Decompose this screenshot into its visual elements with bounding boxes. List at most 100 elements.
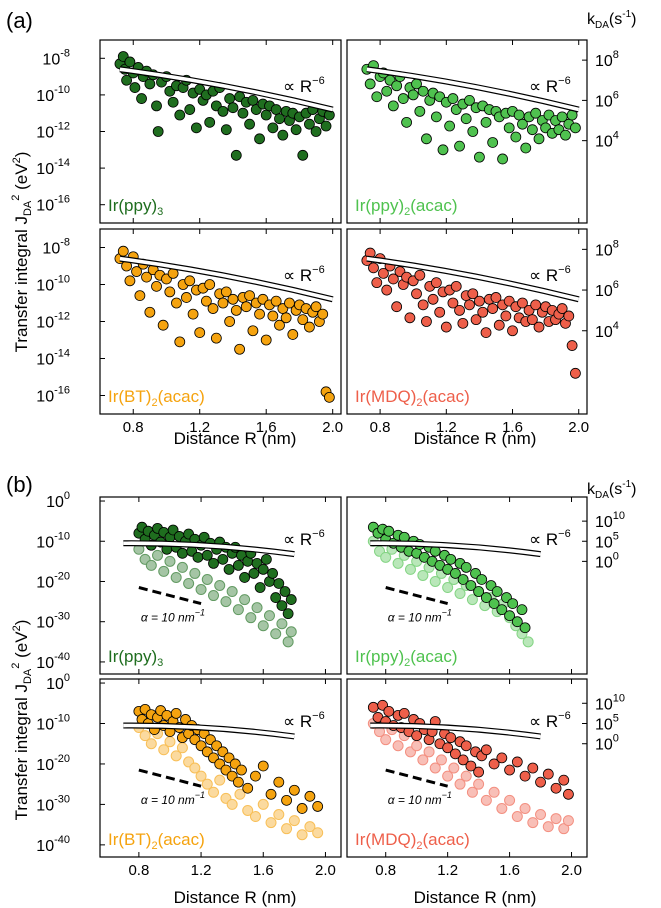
- data-point: [449, 568, 461, 579]
- data-point: [450, 280, 462, 292]
- decay-reference-line: [138, 768, 202, 788]
- data-point: [397, 93, 409, 104]
- data-point-light: [201, 573, 213, 585]
- data-point: [430, 277, 442, 289]
- data-point: [454, 304, 465, 316]
- data-point-light: [496, 802, 508, 814]
- plot-frame: [346, 496, 588, 675]
- data-point: [250, 770, 261, 782]
- data-point: [208, 557, 219, 569]
- data-point: [434, 306, 446, 318]
- data-point: [542, 768, 554, 780]
- y-tick-label: 10-14: [36, 348, 70, 369]
- data-point: [287, 329, 299, 340]
- data-point: [121, 74, 132, 86]
- data-point: [232, 776, 244, 788]
- plot-area: [123, 703, 324, 841]
- subplot-1: ∝ R−6 Ir(ppy)3 10-8 10-10 10-12 10-14 10-16: [36, 39, 342, 224]
- data-point: [260, 553, 272, 565]
- panel-b-label: (b): [6, 472, 33, 497]
- data-point: [204, 116, 216, 128]
- data-point: [267, 568, 278, 579]
- compound-label: Ir(BT)2(acac): [108, 830, 205, 852]
- data-point: [444, 120, 456, 132]
- data-point: [204, 279, 216, 290]
- data-point: [167, 96, 179, 108]
- data-point: [381, 85, 393, 97]
- data-point: [496, 752, 508, 764]
- data-point: [460, 740, 472, 752]
- data-point: [234, 343, 246, 355]
- fit-line: [119, 256, 334, 302]
- data-point-light: [562, 815, 574, 827]
- data-point-light: [380, 551, 392, 563]
- data-point: [504, 610, 515, 622]
- data-point-light: [288, 815, 300, 827]
- data-point-light: [429, 575, 441, 587]
- data-point-light: [442, 582, 454, 594]
- data-point: [310, 126, 322, 137]
- data-point: [282, 608, 294, 620]
- compound-label: Ir(ppy)2(acac): [355, 196, 457, 218]
- data-point: [414, 105, 426, 117]
- data-point: [144, 78, 156, 90]
- compound-label: Ir(ppy)3: [108, 647, 163, 669]
- data-point: [230, 149, 242, 161]
- x-tick-label: 1.6: [256, 419, 277, 436]
- plot-frame: [346, 39, 588, 224]
- data-point: [201, 549, 213, 561]
- data-point: [464, 94, 475, 106]
- y-tick-label: 10-20: [36, 570, 70, 591]
- data-point: [171, 297, 182, 309]
- data-point-light: [473, 778, 485, 790]
- plot-area: [114, 245, 335, 403]
- data-point: [170, 707, 182, 719]
- right-tick-label: 105: [595, 530, 619, 551]
- data-point: [129, 82, 141, 93]
- right-tick-label: 105: [595, 713, 619, 734]
- data-point-light: [263, 610, 275, 622]
- data-point-light: [392, 740, 404, 752]
- data-point: [227, 293, 239, 305]
- data-point: [260, 334, 272, 346]
- data-point-light: [448, 762, 460, 774]
- data-point: [217, 553, 229, 565]
- data-point: [491, 586, 503, 597]
- data-point-light: [281, 823, 293, 835]
- data-point: [151, 280, 162, 292]
- data-point: [174, 336, 186, 348]
- data-point: [164, 286, 176, 298]
- fit-label: ∝ R−6: [529, 528, 571, 549]
- data-point-light: [208, 786, 220, 798]
- right-tick-label: 104: [595, 320, 619, 341]
- data-point-light: [511, 811, 523, 823]
- data-point: [504, 764, 515, 776]
- data-point-light: [423, 746, 435, 758]
- data-point-light: [232, 604, 244, 616]
- data-point: [526, 124, 538, 136]
- data-point: [244, 290, 255, 302]
- data-point: [517, 297, 528, 309]
- data-point: [239, 572, 251, 583]
- data-point: [254, 308, 265, 320]
- data-point: [487, 303, 499, 314]
- data-point-light: [435, 754, 447, 766]
- data-point: [558, 774, 570, 786]
- data-point: [465, 580, 477, 591]
- x-tick-label: 0.8: [375, 862, 396, 879]
- data-point-light: [170, 750, 182, 762]
- fit-line: [366, 256, 580, 302]
- data-point-light: [442, 770, 454, 782]
- data-point-light: [282, 636, 294, 648]
- panel-a-ylabel: Transfer integral JDA2 (eV2): [10, 152, 34, 353]
- subplot-3: ∝ R−6 Ir(BT)2(acac) 0.8 1.2 1.6 2.0 10-8 10-10 1…: [36, 228, 343, 436]
- data-point: [207, 303, 219, 314]
- y-tick-label: 10-16: [36, 194, 70, 215]
- data-point: [566, 340, 578, 351]
- data-point: [279, 586, 291, 597]
- data-point: [457, 574, 469, 585]
- data-point-light: [504, 794, 516, 806]
- data-point: [457, 754, 469, 766]
- plot-area: [114, 51, 335, 161]
- data-point: [519, 770, 531, 782]
